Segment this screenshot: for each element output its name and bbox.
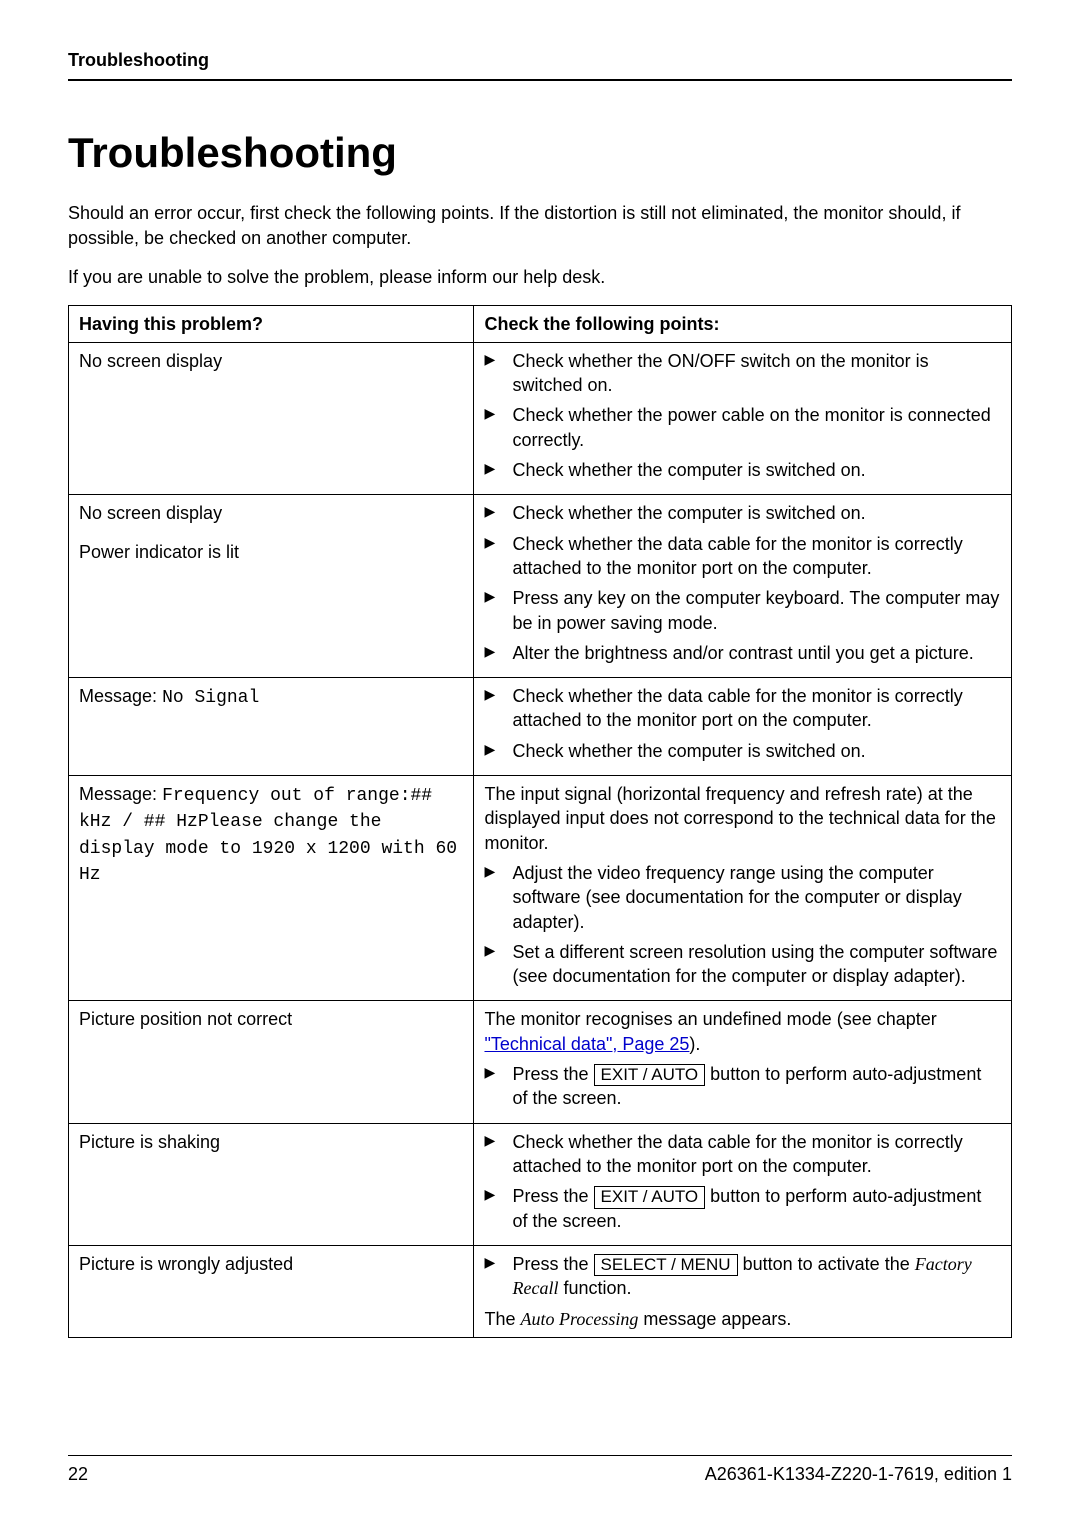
page-number: 22: [68, 1464, 88, 1485]
table-row: Message: Frequency out of range:## kHz /…: [69, 776, 1012, 1001]
text-before-button: Press the: [512, 1254, 593, 1274]
check-item: Press the EXIT / AUTO button to perform …: [484, 1062, 1001, 1111]
check-item: Alter the brightness and/or contrast unt…: [484, 641, 1001, 665]
check-item: Check whether the data cable for the mon…: [484, 532, 1001, 581]
doc-reference: A26361-K1334-Z220-1-7619, edition 1: [705, 1464, 1012, 1485]
message-label: Message: [79, 784, 152, 804]
check-item: Press the SELECT / MENU button to activa…: [484, 1252, 1001, 1301]
check-cell: Check whether the data cable for the mon…: [474, 1123, 1012, 1245]
problem-cell: No screen display Power indicator is lit: [69, 495, 474, 678]
check-plain: The input signal (horizontal frequency a…: [484, 782, 1001, 855]
select-menu-button: SELECT / MENU: [594, 1254, 738, 1276]
check-cell: The input signal (horizontal frequency a…: [474, 776, 1012, 1001]
check-cell: Check whether the data cable for the mon…: [474, 678, 1012, 776]
text-after-italic: message appears.: [638, 1309, 791, 1329]
problem-cell: Message: No Signal: [69, 678, 474, 776]
check-item: Set a different screen resolution using …: [484, 940, 1001, 989]
text-after-link: ).: [689, 1034, 700, 1054]
check-item: Press any key on the computer keyboard. …: [484, 586, 1001, 635]
page-footer: 22 A26361-K1334-Z220-1-7619, edition 1: [68, 1455, 1012, 1485]
check-item: Adjust the video frequency range using t…: [484, 861, 1001, 934]
intro-paragraph-2: If you are unable to solve the problem, …: [68, 265, 1012, 290]
table-row: No screen display Check whether the ON/O…: [69, 342, 1012, 494]
message-label: Message: [79, 686, 152, 706]
exit-auto-button: EXIT / AUTO: [594, 1064, 706, 1086]
auto-processing-text: Auto Processing: [521, 1309, 639, 1329]
text-after-italic: function.: [558, 1278, 631, 1298]
exit-auto-button: EXIT / AUTO: [594, 1186, 706, 1208]
table-row: Picture position not correct The monitor…: [69, 1001, 1012, 1123]
problem-cell: No screen display: [69, 342, 474, 494]
check-cell: Check whether the ON/OFF switch on the m…: [474, 342, 1012, 494]
table-header-problem: Having this problem?: [69, 305, 474, 342]
table-row: No screen display Power indicator is lit…: [69, 495, 1012, 678]
text-before-italic: The: [484, 1309, 520, 1329]
table-row: Picture is wrongly adjusted Press the SE…: [69, 1245, 1012, 1337]
check-plain-link: The monitor recognises an undefined mode…: [484, 1007, 1001, 1056]
trailing-text: The Auto Processing message appears.: [484, 1307, 1001, 1331]
troubleshooting-table: Having this problem? Check the following…: [68, 305, 1012, 1338]
text-after-button: button to activate the: [738, 1254, 915, 1274]
check-cell: The monitor recognises an undefined mode…: [474, 1001, 1012, 1123]
text-before-button: Press the: [512, 1186, 593, 1206]
problem-line: Power indicator is lit: [79, 540, 463, 564]
check-item: Check whether the computer is switched o…: [484, 739, 1001, 763]
text-before-button: Press the: [512, 1064, 593, 1084]
technical-data-link[interactable]: "Technical data", Page 25: [484, 1034, 689, 1054]
message-text: No Signal: [162, 688, 259, 708]
page-header: Troubleshooting: [68, 50, 1012, 81]
intro-section: Should an error occur, first check the f…: [68, 201, 1012, 291]
problem-cell: Picture is wrongly adjusted: [69, 1245, 474, 1337]
check-item: Check whether the data cable for the mon…: [484, 1130, 1001, 1179]
problem-line: No screen display: [79, 501, 463, 525]
page-title: Troubleshooting: [68, 129, 1012, 177]
check-item: Check whether the data cable for the mon…: [484, 684, 1001, 733]
text-before-link: The monitor recognises an undefined mode…: [484, 1009, 936, 1029]
table-row: Message: No Signal Check whether the dat…: [69, 678, 1012, 776]
check-item: Check whether the ON/OFF switch on the m…: [484, 349, 1001, 398]
problem-cell: Picture position not correct: [69, 1001, 474, 1123]
problem-cell: Message: Frequency out of range:## kHz /…: [69, 776, 474, 1001]
table-row: Picture is shaking Check whether the dat…: [69, 1123, 1012, 1245]
problem-cell: Picture is shaking: [69, 1123, 474, 1245]
check-item: Check whether the power cable on the mon…: [484, 403, 1001, 452]
check-item: Check whether the computer is switched o…: [484, 501, 1001, 525]
table-header-check: Check the following points:: [474, 305, 1012, 342]
check-item: Check whether the computer is switched o…: [484, 458, 1001, 482]
check-cell: Check whether the computer is switched o…: [474, 495, 1012, 678]
check-cell: Press the SELECT / MENU button to activa…: [474, 1245, 1012, 1337]
check-item: Press the EXIT / AUTO button to perform …: [484, 1184, 1001, 1233]
intro-paragraph-1: Should an error occur, first check the f…: [68, 201, 1012, 251]
